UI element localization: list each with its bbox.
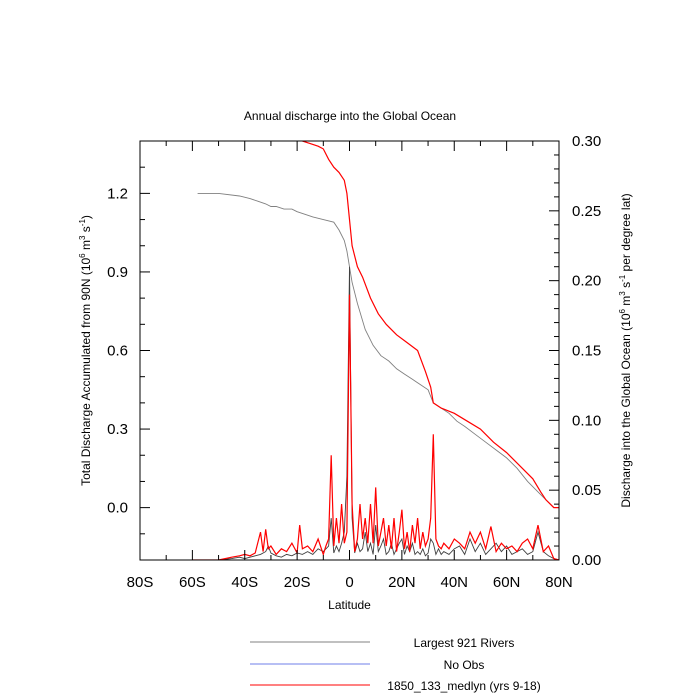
plot-lines [192,141,559,560]
legend-label: 1850_133_medlyn (yrs 9-18) [387,679,540,693]
series-line-largest-921-rivers [197,192,559,509]
x-tick-label: 40N [440,574,468,591]
y-right-tick-label: 0.25 [572,203,601,220]
x-tick-label: 20S [284,574,311,591]
axis-label-superscript: 6 [618,309,627,314]
axis-label-text: ) [79,215,93,219]
y-right-tick-label: 0.15 [572,343,601,360]
legend: Largest 921 Rivers No Obs 1850_133_medlyn … [250,636,541,693]
y-right-tick-label: 0.10 [572,412,601,429]
y-left-tick-label: 0.9 [107,264,128,281]
axis-label-text: s [619,282,633,291]
y-right-tick-label: 0.05 [572,482,601,499]
axis-label-text: per degree lat) [619,193,633,274]
y-left-tick-label: 0.6 [107,343,128,360]
x-tick-label: 20N [388,574,416,591]
y-axis-left-label: Total Discharge Accumulated from 90N (10… [78,215,93,486]
plot-frame [139,140,560,561]
y-left-tick-label: 1.2 [107,185,128,202]
axis-label-text: Discharge into the Global Ocean (10 [619,313,633,507]
y-axis-right-label: Discharge into the Global Ocean (106 m3 … [618,193,633,507]
axis-label-superscript: -1 [78,219,87,227]
axis-label-superscript: -1 [618,274,627,282]
series-line-1850-133-medlyn-yrs-9-18-per-degree [192,294,559,560]
x-tick-label: 60S [179,574,206,591]
x-axis-label: Latitude [328,598,371,612]
legend-label: No Obs [444,658,485,672]
axis-label-superscript: 6 [78,253,87,258]
axis-label-superscript: 3 [78,235,87,240]
y-left-tick-label: 0.0 [107,500,128,517]
y-right-tick-label: 0.20 [572,273,601,290]
x-tick-label: 80N [545,574,573,591]
axis-label-superscript: 3 [618,291,627,296]
axis-label-text: m [79,240,93,253]
series-line-1850-133-medlyn-yrs-9-18 [302,141,559,509]
legend-label: Largest 921 Rivers [414,636,515,650]
x-tick-label: 60N [493,574,521,591]
chart-title: Annual discharge into the Global Ocean [244,109,456,123]
y-right-tick-label: 0.30 [572,133,601,150]
y-left-tick-label: 0.3 [107,421,128,438]
x-tick-label: 80S [127,574,154,591]
series-line-largest-921-rivers-per-degree [192,266,559,560]
axis-label-text: s [79,226,93,235]
axis-label-text: Total Discharge Accumulated from 90N (10 [79,257,93,485]
axis-ticks: 80S 60S 40S 20S 0 20N 40N 60N 80N 0.0 0.3 0.6 0.9 1.2… [107,133,601,591]
x-tick-label: 0 [345,574,353,591]
x-tick-label: 40S [231,574,258,591]
axis-label-text: m [619,296,633,309]
y-right-tick-label: 0.00 [572,552,601,569]
